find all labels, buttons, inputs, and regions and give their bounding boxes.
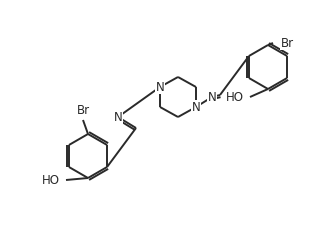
Text: N: N [192,100,200,114]
Text: N: N [156,81,164,94]
Text: N: N [208,91,216,104]
Text: HO: HO [42,173,60,187]
Text: N: N [114,110,122,123]
Text: HO: HO [226,91,244,104]
Text: Br: Br [281,36,294,50]
Text: Br: Br [76,104,89,117]
